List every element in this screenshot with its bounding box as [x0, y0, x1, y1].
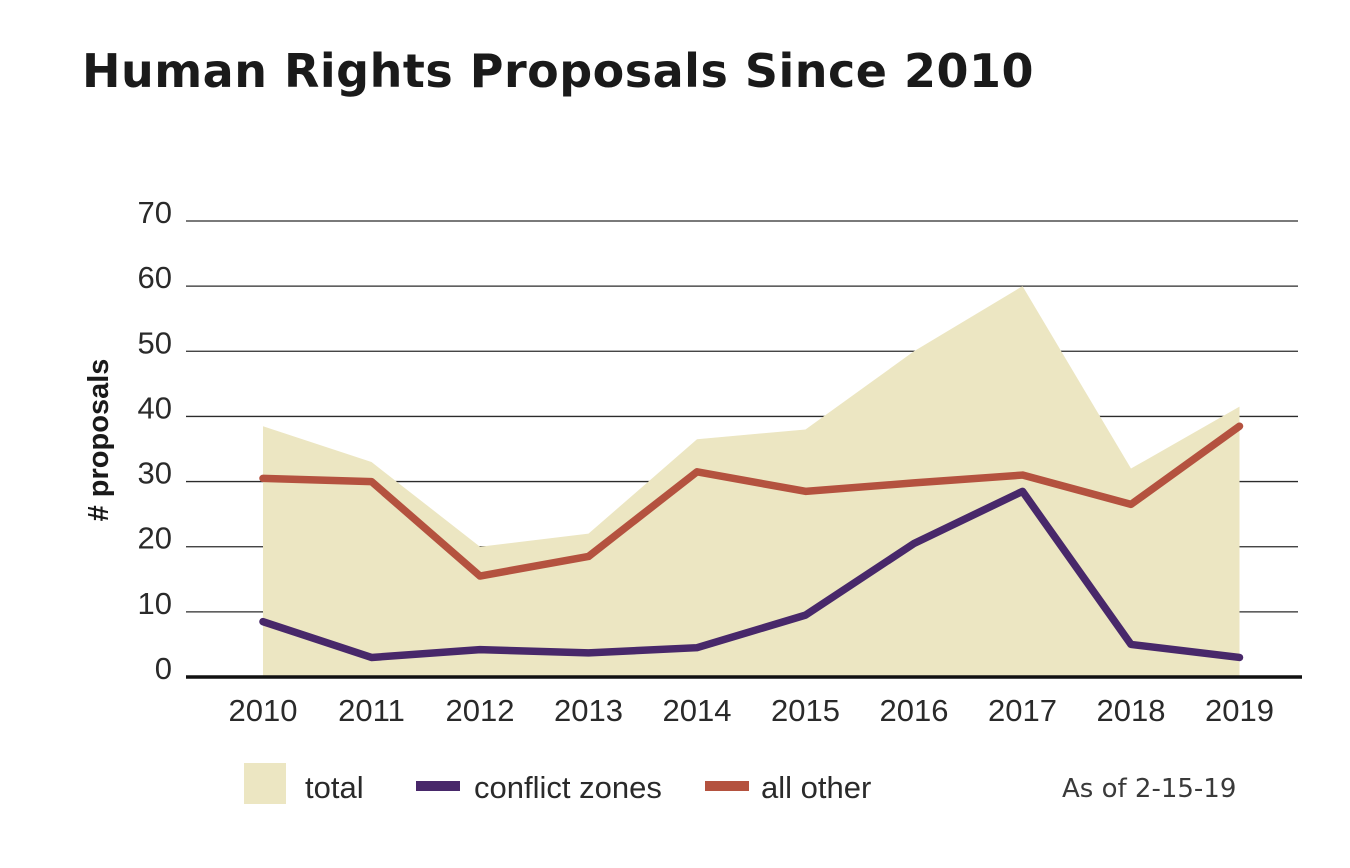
x-tick-label-2018: 2018 [1097, 693, 1166, 728]
legend-swatch-total [244, 763, 286, 804]
series-line-conflict-zones [259, 487, 1244, 662]
x-tick-label-2017: 2017 [988, 693, 1057, 728]
legend-label-all-other: all other [761, 770, 871, 805]
legend: total conflict zones all other As of 2-15-1… [244, 763, 1236, 805]
y-tick-label-60: 60 [138, 260, 172, 295]
x-tick-label-2019: 2019 [1205, 693, 1274, 728]
x-tick-label-2015: 2015 [771, 693, 840, 728]
y-tick-label-50: 50 [138, 325, 172, 360]
chart-title: Human Rights Proposals Since 2010 [82, 44, 1034, 98]
y-tick-label-30: 30 [138, 456, 172, 491]
y-tick-label-20: 20 [138, 521, 172, 556]
x-tick-label-2014: 2014 [663, 693, 732, 728]
x-tick-label-2010: 2010 [229, 693, 298, 728]
series-line-all-other [259, 422, 1244, 580]
x-tick-label-2016: 2016 [880, 693, 949, 728]
y-axis-label: # proposals [83, 359, 115, 522]
y-tick-label-70: 70 [138, 195, 172, 230]
y-tick-label-0: 0 [155, 651, 172, 686]
x-tick-label-2013: 2013 [554, 693, 623, 728]
axes: 0 10 20 30 40 50 60 70 2010 2011 2012 2013 2014 2015 2… [83, 195, 1302, 728]
as-of-note: As of 2-15-19 [1062, 774, 1236, 804]
y-tick-label-40: 40 [138, 390, 172, 425]
line-layer [259, 422, 1244, 662]
y-tick-label-10: 10 [138, 586, 172, 621]
legend-label-conflict-zones: conflict zones [474, 770, 662, 805]
x-tick-label-2012: 2012 [446, 693, 515, 728]
x-tick-label-2011: 2011 [338, 693, 405, 728]
legend-label-total: total [305, 770, 364, 805]
